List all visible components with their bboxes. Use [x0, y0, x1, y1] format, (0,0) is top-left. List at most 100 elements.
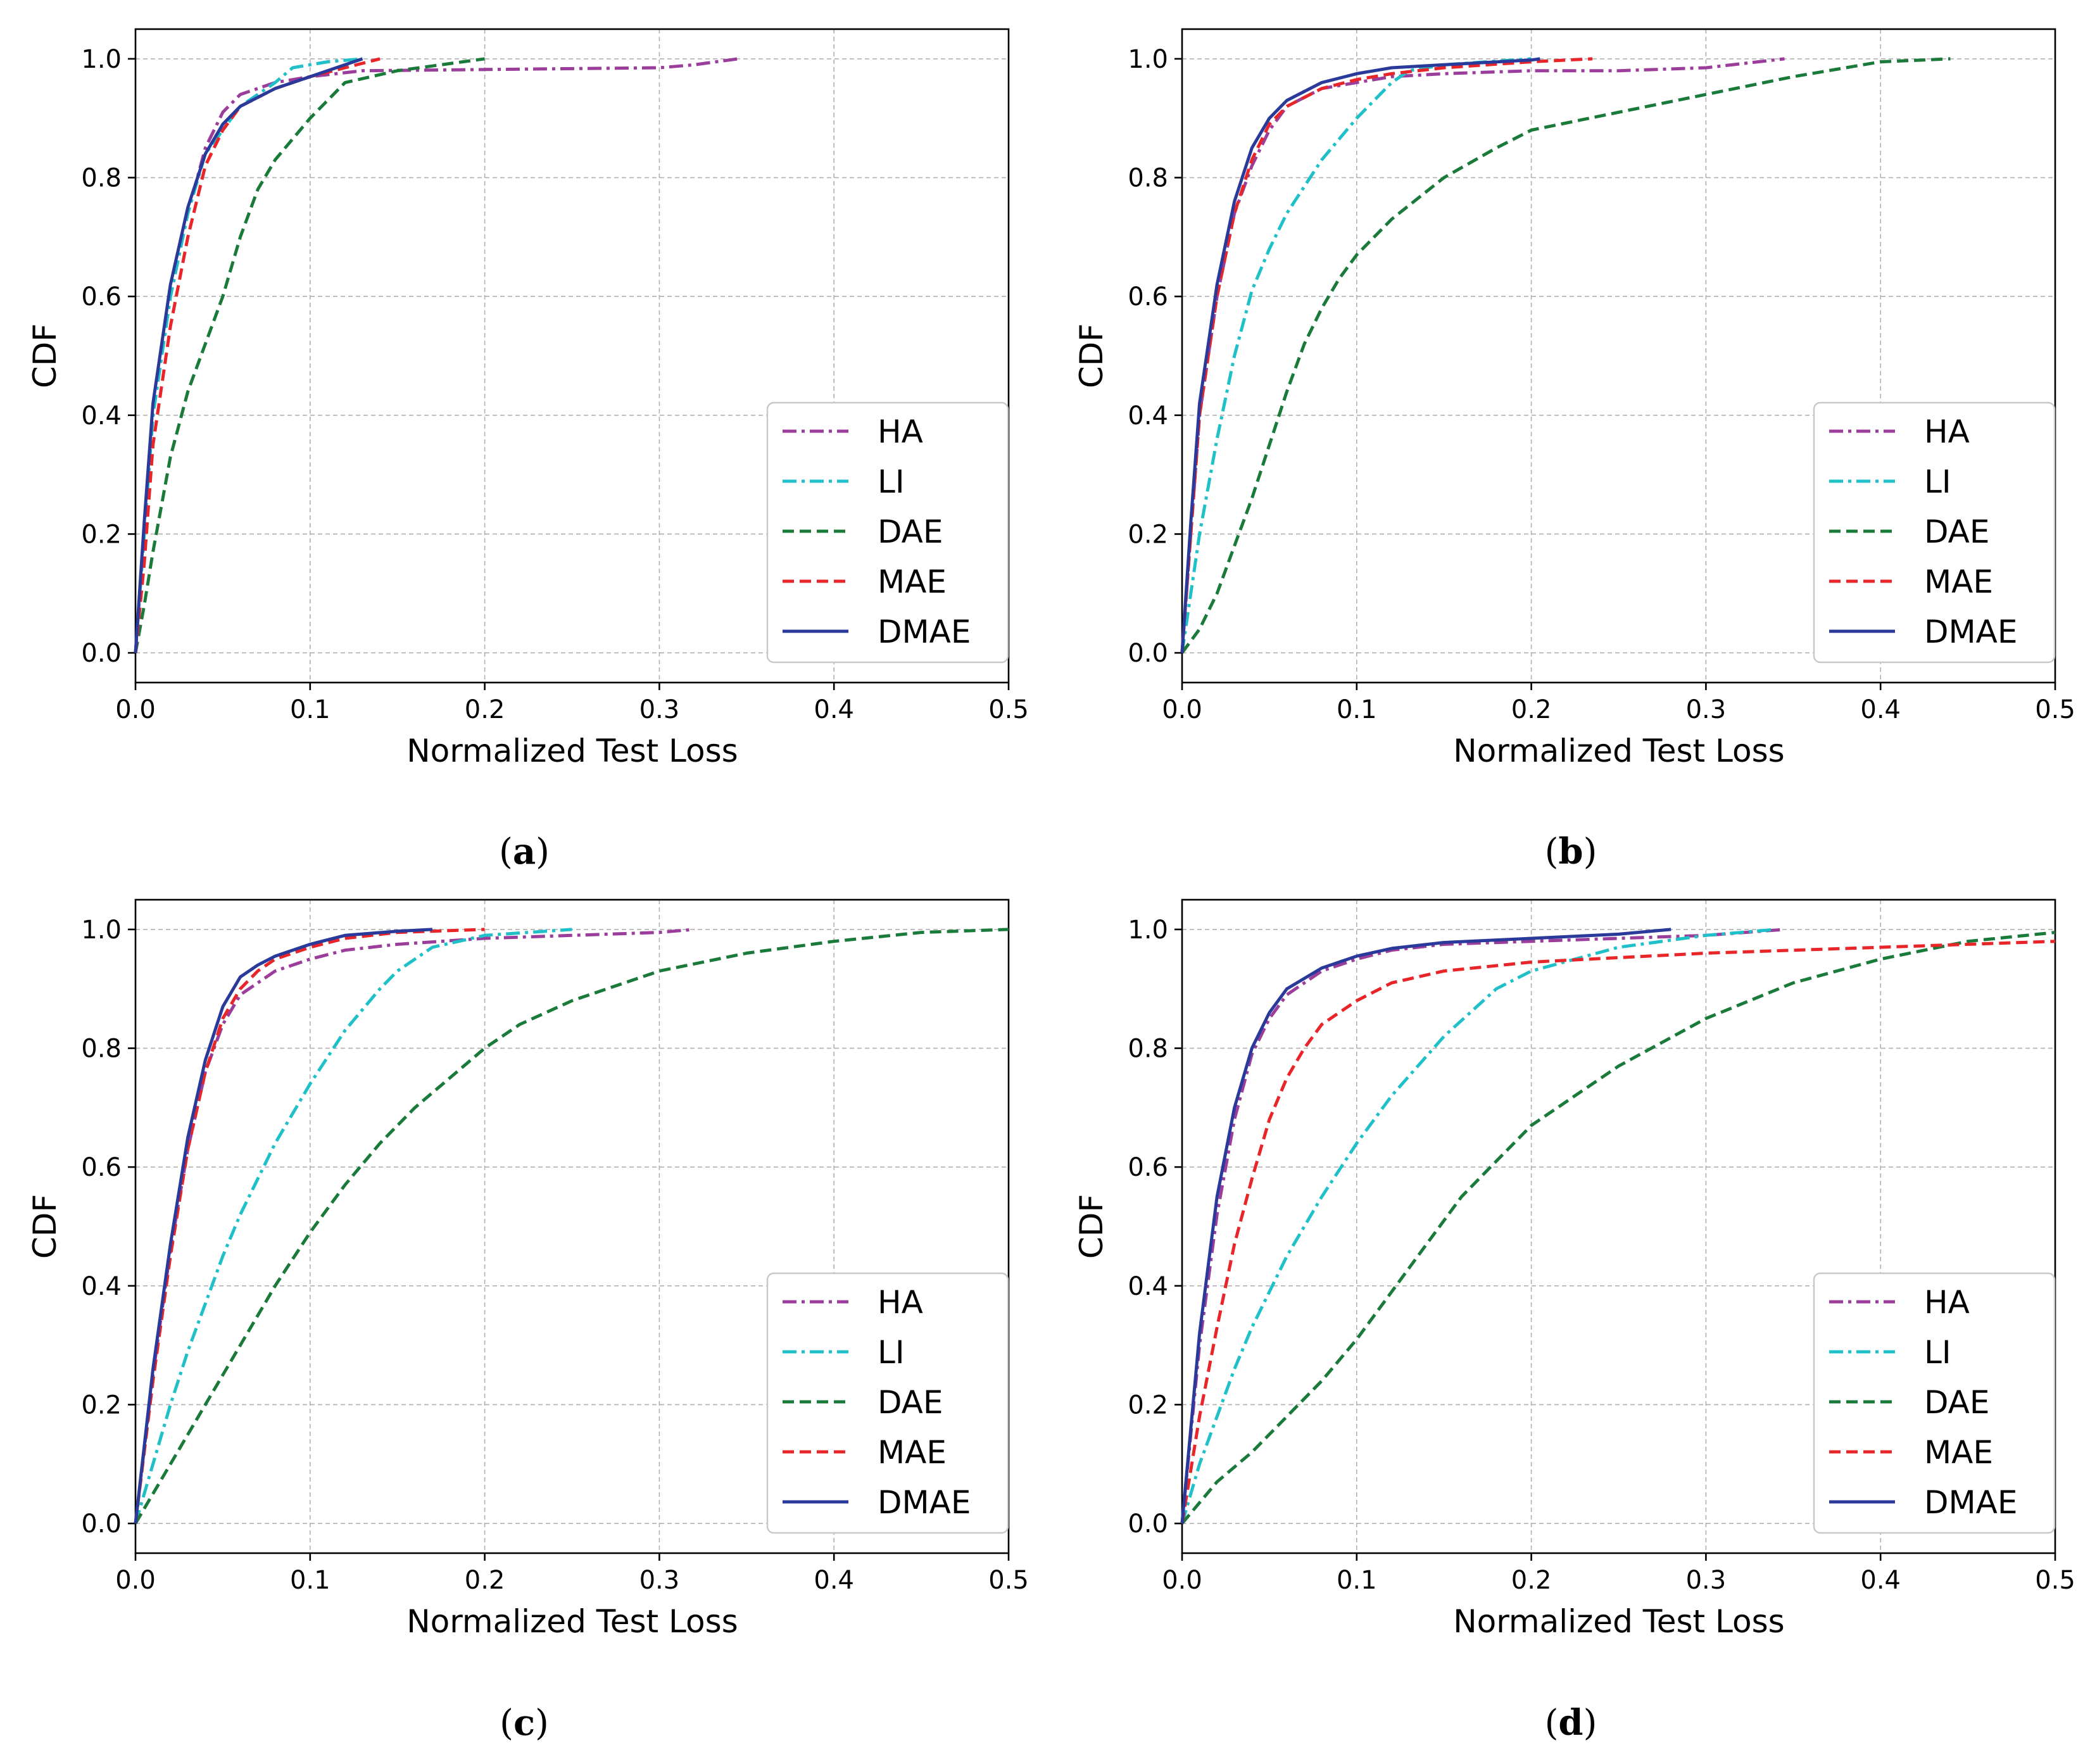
x-tick-label: 0.2 [1511, 695, 1552, 724]
x-tick-label: 0.0 [1162, 695, 1202, 724]
axis-ticks: 0.0 0.1 0.2 0.3 0.4 0.5 0.0 0.2 0.4 0.6 0.8 1.0 [1128, 916, 2075, 1595]
legend-box [766, 1272, 1009, 1534]
x-axis-label: Normalized Test Loss [1453, 1603, 1784, 1640]
x-tick-label: 0.5 [2035, 1566, 2075, 1595]
x-tick-label: 0.3 [639, 1566, 680, 1595]
y-tick-label: 0.8 [81, 164, 122, 193]
series-line-dae [1180, 57, 1951, 654]
legend: HA LI DAE MAE DMAE [1813, 1272, 2056, 1534]
series-line-dmae [1180, 57, 1540, 653]
y-axis-label: CDF [1073, 1194, 1110, 1259]
x-tick-label: 0.3 [639, 695, 680, 724]
y-tick-label: 1.0 [81, 916, 122, 945]
y-tick-label: 0.0 [1128, 1509, 1168, 1539]
series-line-dae [1181, 931, 2056, 1525]
y-tick-label: 0.0 [81, 1509, 122, 1539]
series-lines [134, 57, 738, 653]
x-tick-label: 0.5 [2035, 695, 2075, 724]
x-tick-label: 0.1 [290, 1566, 330, 1595]
y-tick-label: 0.8 [81, 1035, 122, 1064]
panel-c: 0.0 0.1 0.2 0.3 0.4 0.5 0.0 0.2 0.4 0.6 0.8 1.0 Nor… [27, 898, 1029, 1744]
legend-label-mae: MAE [878, 1434, 947, 1471]
legend-label-li: LI [1924, 463, 1951, 500]
y-axis-label: CDF [27, 1194, 63, 1259]
legend-label-ha: HA [1924, 413, 1970, 450]
series-lines [1180, 928, 2056, 1525]
x-tick-label: 0.3 [1686, 695, 1727, 724]
y-tick-label: 0.0 [81, 639, 122, 668]
y-tick-label: 0.2 [1128, 1390, 1168, 1420]
series-line-mae [134, 57, 381, 653]
x-tick-label: 0.4 [814, 695, 854, 724]
x-tick-label: 0.2 [465, 1566, 505, 1595]
x-tick-label: 0.4 [1860, 695, 1901, 724]
y-tick-label: 0.4 [1128, 401, 1168, 431]
panel-caption: (d) [1545, 1702, 1597, 1744]
x-tick-label: 0.4 [1860, 1566, 1901, 1595]
y-tick-label: 0.2 [1128, 520, 1168, 549]
legend-label-dmae: DMAE [878, 1484, 971, 1521]
caption-letter: a [513, 831, 536, 873]
y-tick-label: 0.4 [1128, 1272, 1168, 1301]
y-axis-label: CDF [1073, 324, 1110, 388]
axes-frame [134, 28, 1010, 684]
series-line-dae [134, 57, 485, 653]
y-tick-label: 0.8 [1128, 164, 1168, 193]
axis-ticks: 0.0 0.1 0.2 0.3 0.4 0.5 0.0 0.2 0.4 0.6 0.8 1.0 [81, 45, 1028, 724]
legend-box [1813, 1272, 2056, 1534]
legend-label-dmae: DMAE [1924, 1484, 2017, 1521]
axes-frame [1181, 28, 2056, 684]
legend-label-mae: MAE [878, 564, 947, 600]
series-line-dmae [134, 57, 363, 653]
legend-box [766, 401, 1009, 664]
axis-ticks: 0.0 0.1 0.2 0.3 0.4 0.5 0.0 0.2 0.4 0.6 0.8 1.0 [81, 916, 1028, 1595]
y-tick-label: 0.6 [81, 282, 122, 312]
legend-label-li: LI [878, 463, 905, 500]
y-tick-label: 0.0 [1128, 639, 1168, 668]
x-tick-label: 0.1 [1337, 695, 1377, 724]
legend-label-dmae: DMAE [1924, 614, 2017, 650]
legend-label-dae: DAE [878, 513, 943, 550]
y-tick-label: 1.0 [1128, 916, 1168, 945]
y-tick-label: 1.0 [81, 45, 122, 74]
y-tick-label: 0.8 [1128, 1035, 1168, 1064]
legend-label-dmae: DMAE [878, 614, 971, 650]
series-line-mae [1180, 57, 1593, 653]
legend-label-ha: HA [878, 1284, 923, 1321]
y-tick-label: 0.6 [1128, 282, 1168, 312]
y-tick-label: 0.2 [81, 520, 122, 549]
axes-frame [1181, 898, 2056, 1554]
series-line-li [134, 928, 572, 1524]
x-tick-label: 0.3 [1686, 1566, 1727, 1595]
series-line-mae [1180, 940, 2056, 1524]
x-tick-label: 0.0 [1162, 1566, 1202, 1595]
legend: HA LI DAE MAE DMAE [1813, 401, 2056, 664]
y-tick-label: 0.4 [81, 1272, 122, 1301]
x-tick-label: 0.0 [115, 1566, 156, 1595]
series-line-dmae [1180, 928, 1671, 1524]
series-line-mae [134, 928, 485, 1524]
legend-label-mae: MAE [1924, 564, 1993, 600]
x-tick-label: 0.2 [465, 695, 505, 724]
y-tick-label: 0.6 [1128, 1153, 1168, 1182]
panel-b: 0.0 0.1 0.2 0.3 0.4 0.5 0.0 0.2 0.4 0.6 0.8 1.0 Nor… [1073, 28, 2075, 873]
legend: HA LI DAE MAE DMAE [766, 401, 1009, 664]
legend-label-li: LI [1924, 1334, 1951, 1371]
legend-label-ha: HA [878, 413, 923, 450]
panel-caption: (a) [499, 831, 550, 873]
axes-frame [134, 898, 1010, 1554]
axis-ticks: 0.0 0.1 0.2 0.3 0.4 0.5 0.0 0.2 0.4 0.6 0.8 1.0 [1128, 45, 2075, 724]
x-axis-label: Normalized Test Loss [406, 733, 738, 769]
y-axis-label: CDF [27, 324, 63, 388]
x-axis-label: Normalized Test Loss [1453, 733, 1784, 769]
grid-lines [135, 29, 1009, 683]
x-tick-label: 0.4 [814, 1566, 854, 1595]
series-line-dmae [134, 928, 433, 1524]
x-tick-label: 0.2 [1511, 1566, 1552, 1595]
x-tick-label: 0.5 [988, 695, 1029, 724]
y-tick-label: 0.6 [81, 1153, 122, 1182]
legend-label-mae: MAE [1924, 1434, 1993, 1471]
series-lines [134, 928, 1009, 1525]
panel-caption: (c) [500, 1702, 549, 1744]
